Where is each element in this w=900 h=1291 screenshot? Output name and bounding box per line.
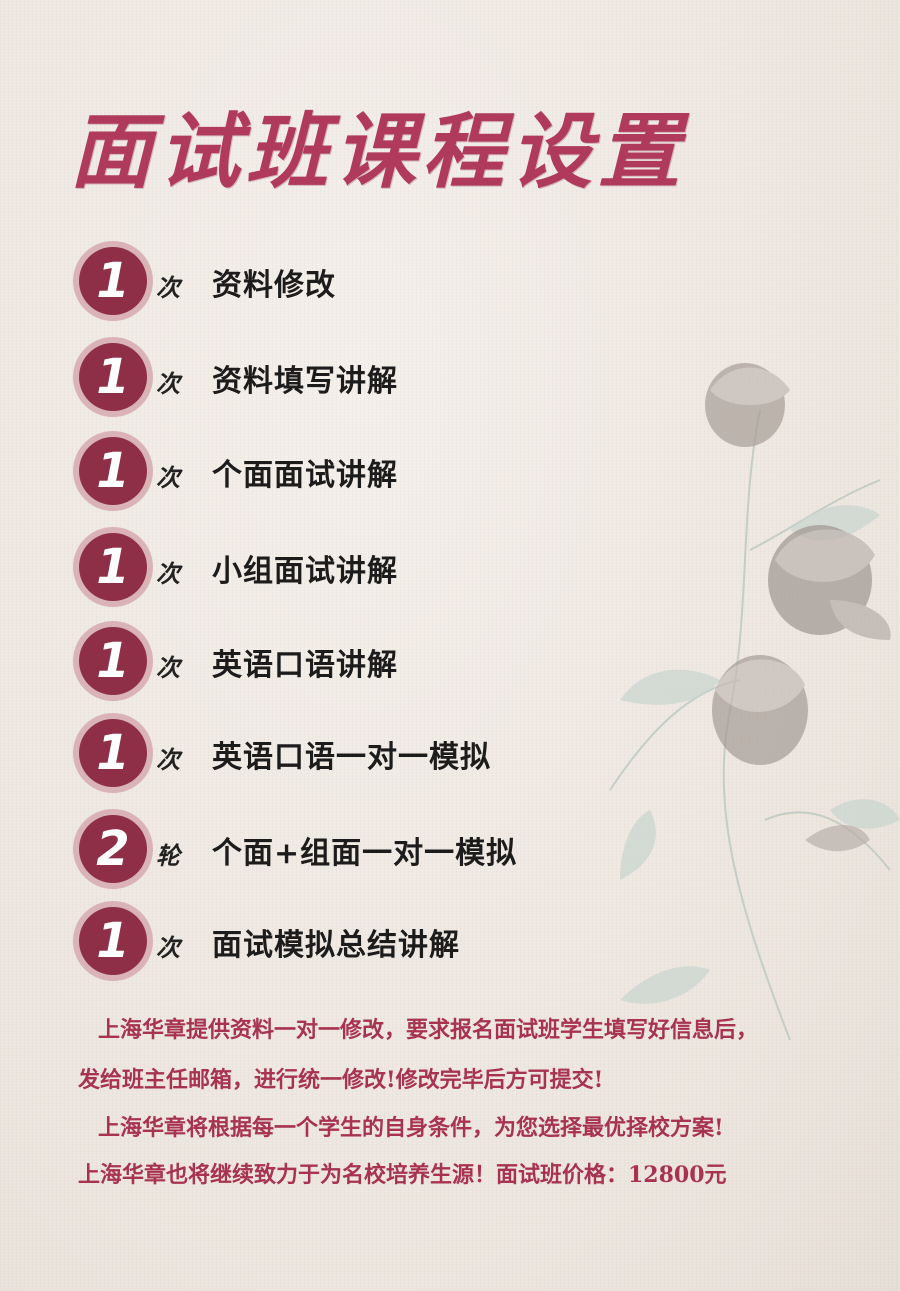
- scalloped-badge-icon: [73, 621, 153, 701]
- footer-price-line: 上海华章也将继续致力于为名校培养生源！面试班价格：12800元: [78, 1162, 727, 1188]
- list-item: 1 次 资料填写讲解: [72, 336, 632, 420]
- item-count: 1: [96, 633, 130, 689]
- item-unit: 次: [156, 745, 180, 774]
- scalloped-badge-icon: [73, 713, 153, 793]
- rose-decoration-icon: [609, 363, 900, 1041]
- scalloped-badge-icon: [73, 527, 153, 607]
- item-count: 1: [96, 913, 130, 969]
- count-badge: 1: [72, 900, 154, 982]
- item-unit: 次: [156, 463, 180, 492]
- scalloped-badge-icon: [73, 901, 153, 981]
- count-badge: 1: [72, 336, 154, 418]
- item-label: 个面+组面一对一模拟: [212, 836, 518, 871]
- list-item: 1 次 资料修改: [72, 240, 632, 324]
- item-label: 资料填写讲解: [212, 364, 398, 399]
- item-count: 1: [96, 443, 130, 499]
- list-item: 1 次 英语口语讲解: [72, 620, 632, 704]
- count-badge: 1: [72, 526, 154, 608]
- count-badge: 1: [72, 240, 154, 322]
- footer-line-2: 发给班主任邮箱，进行统一修改!修改完毕后方可提交!: [78, 1067, 604, 1093]
- count-badge: 1: [72, 712, 154, 794]
- count-badge: 2: [72, 808, 154, 890]
- scalloped-badge-icon: [73, 809, 153, 889]
- page-title: 面试班课程设置: [70, 104, 686, 200]
- scalloped-badge-icon: [73, 431, 153, 511]
- item-count: 1: [96, 253, 130, 309]
- item-count: 1: [96, 349, 130, 405]
- footer-line-3: 上海华章将根据每一个学生的自身条件，为您选择最优择校方案!: [98, 1115, 724, 1141]
- footer-line-1: 上海华章提供资料一对一修改，要求报名面试班学生填写好信息后，: [98, 1017, 759, 1043]
- list-item: 1 次 英语口语一对一模拟: [72, 712, 632, 796]
- item-unit: 次: [156, 653, 180, 682]
- item-unit: 次: [156, 559, 180, 588]
- item-unit: 次: [156, 933, 180, 962]
- count-badge: 1: [72, 430, 154, 512]
- count-badge: 1: [72, 620, 154, 702]
- item-unit: 次: [156, 369, 180, 398]
- list-item: 1 次 小组面试讲解: [72, 526, 632, 610]
- scalloped-badge-icon: [73, 241, 153, 321]
- item-label: 英语口语一对一模拟: [212, 740, 491, 775]
- item-label: 面试模拟总结讲解: [212, 928, 460, 963]
- item-count: 1: [96, 539, 130, 595]
- item-label: 资料修改: [212, 268, 336, 303]
- item-unit: 次: [156, 273, 180, 302]
- item-label: 个面面试讲解: [212, 458, 398, 493]
- list-item: 1 次 面试模拟总结讲解: [72, 900, 632, 984]
- item-label: 英语口语讲解: [212, 648, 398, 683]
- list-item: 2 轮 个面+组面一对一模拟: [72, 808, 632, 892]
- item-label: 小组面试讲解: [212, 554, 398, 589]
- list-item: 1 次 个面面试讲解: [72, 430, 632, 514]
- item-count: 1: [96, 725, 130, 781]
- item-unit: 轮: [156, 841, 180, 870]
- scalloped-badge-icon: [73, 337, 153, 417]
- item-count: 2: [96, 821, 130, 877]
